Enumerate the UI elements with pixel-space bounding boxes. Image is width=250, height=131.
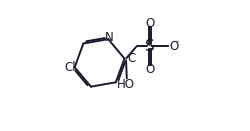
Text: ⁻: ⁻ [173, 39, 178, 49]
Text: N: N [104, 31, 113, 44]
Text: S: S [144, 39, 154, 54]
Text: Cl: Cl [64, 61, 75, 74]
Text: O: O [144, 17, 154, 30]
Text: O: O [169, 40, 178, 53]
Text: HO: HO [116, 78, 134, 91]
Text: O: O [144, 63, 154, 76]
Text: C: C [127, 52, 135, 65]
